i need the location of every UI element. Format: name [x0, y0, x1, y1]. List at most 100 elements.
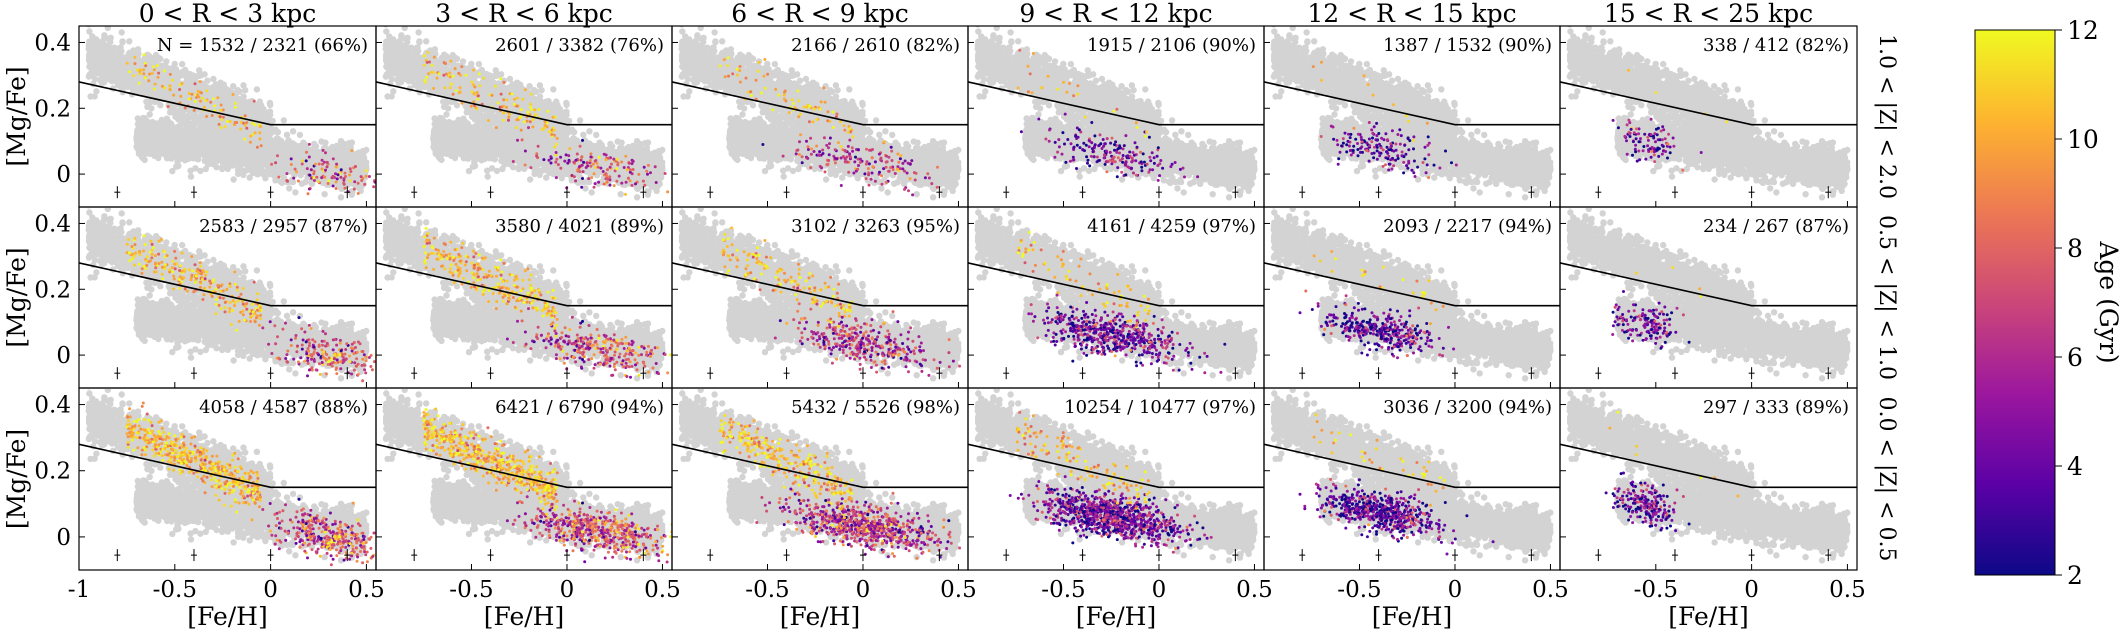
star-point [219, 109, 222, 112]
background-point [329, 144, 335, 150]
star-point [200, 91, 203, 94]
background-point [147, 111, 153, 117]
star-point [339, 176, 342, 179]
background-point [200, 137, 206, 143]
background-point [210, 134, 216, 140]
star-point [148, 73, 151, 76]
star-point [322, 149, 325, 152]
background-point [119, 29, 125, 35]
star-point [194, 82, 197, 85]
star-point [314, 163, 317, 166]
background-point [210, 161, 216, 167]
background-point [157, 56, 163, 62]
star-point [320, 176, 323, 179]
background-point [101, 73, 107, 79]
star-point [226, 120, 229, 123]
star-point [377, 177, 380, 180]
star-point [188, 97, 191, 100]
background-point [454, 102, 460, 108]
star-point [194, 100, 197, 103]
star-point [143, 53, 146, 56]
background-point [179, 112, 185, 118]
background-point [286, 185, 292, 191]
star-point [147, 79, 150, 82]
background-point [130, 77, 136, 83]
background-point [302, 142, 308, 148]
star-point [203, 106, 206, 109]
star-point [197, 90, 200, 93]
star-point [323, 176, 326, 179]
y-tick-label: 0.2 [34, 96, 71, 122]
background-point [175, 163, 181, 169]
background-point [223, 86, 229, 92]
background-point [186, 71, 192, 77]
background-point [290, 128, 296, 134]
star-point [142, 68, 145, 71]
star-point [240, 121, 243, 124]
star-point [251, 122, 254, 125]
star-point [368, 175, 371, 178]
background-point [136, 128, 142, 134]
error-bar [268, 186, 274, 198]
background-point [94, 70, 100, 76]
background-point [178, 127, 184, 133]
star-point [357, 192, 360, 195]
background-point [143, 99, 149, 105]
star-point [152, 65, 155, 68]
star-point [353, 180, 356, 183]
star-point [335, 166, 338, 169]
star-point [332, 175, 335, 178]
background-point [338, 139, 344, 145]
star-point [294, 168, 297, 171]
star-point [224, 125, 227, 128]
background-point [178, 145, 184, 151]
background-point [216, 134, 222, 140]
background-point [243, 158, 249, 164]
star-point [394, 171, 397, 174]
star-point [253, 100, 256, 103]
background-point [538, 87, 544, 93]
star-point [394, 164, 397, 167]
background-point [209, 88, 215, 94]
star-point [326, 165, 329, 168]
background-point [91, 43, 97, 49]
star-point [172, 94, 175, 97]
star-point [168, 84, 171, 87]
background-point [179, 61, 185, 67]
star-point [344, 172, 347, 175]
star-point [357, 182, 360, 185]
background-point [298, 165, 304, 171]
background-point [383, 73, 389, 79]
star-point [245, 121, 248, 124]
background-point [132, 48, 138, 54]
background-point [269, 170, 275, 176]
star-point [297, 180, 300, 183]
background-point [173, 151, 179, 157]
star-point [292, 177, 295, 180]
star-point [188, 92, 191, 95]
background-point [205, 128, 211, 134]
star-point [205, 115, 208, 118]
star-point [365, 175, 368, 178]
star-point [349, 179, 352, 182]
star-point [126, 62, 129, 65]
star-point [134, 62, 137, 65]
star-point [144, 76, 147, 79]
background-point [228, 129, 234, 135]
star-point [324, 151, 327, 154]
star-point [258, 137, 261, 140]
star-point [234, 121, 237, 124]
background-point [269, 144, 275, 150]
background-point [279, 180, 285, 186]
background-point [230, 136, 236, 142]
background-point [135, 115, 141, 121]
star-point [360, 175, 363, 178]
star-point [360, 179, 363, 182]
background-point [86, 56, 92, 62]
star-point [321, 159, 324, 162]
star-point [384, 182, 387, 185]
star-point [307, 192, 310, 195]
background-point [144, 134, 150, 140]
star-point [222, 109, 225, 112]
background-point [137, 87, 143, 93]
